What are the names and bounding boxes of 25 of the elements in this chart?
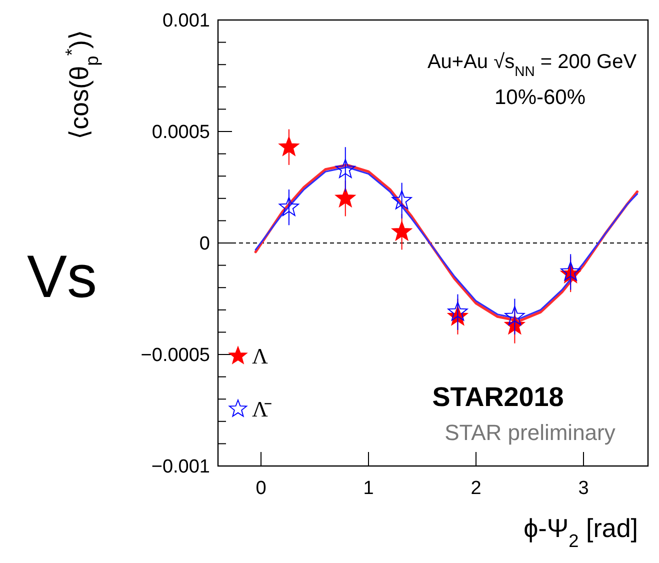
x-tick-label: 1 bbox=[363, 478, 374, 499]
y-tick-label: −0.001 bbox=[151, 456, 210, 478]
x-tick-label: 3 bbox=[578, 478, 589, 499]
point bbox=[278, 136, 299, 156]
point bbox=[392, 221, 412, 240]
annotation: STAR preliminary bbox=[444, 420, 616, 445]
text: Vs bbox=[26, 243, 98, 310]
point bbox=[448, 302, 468, 321]
annotation: Au+Au √s$_{NN}$ = 200 GeV bbox=[427, 51, 638, 79]
x-tick-label: 2 bbox=[470, 478, 482, 499]
y-tick-label: 0.0005 bbox=[152, 122, 210, 144]
point bbox=[335, 188, 356, 207]
annotation: STAR2018 bbox=[432, 382, 564, 412]
annotation: 10%-60% bbox=[494, 86, 586, 109]
point bbox=[392, 190, 412, 210]
legend-label: Λ bbox=[252, 344, 268, 369]
point bbox=[335, 158, 356, 178]
point bbox=[278, 196, 299, 216]
y-tick-label: −0.0005 bbox=[140, 345, 210, 366]
y-tick-label: 0 bbox=[199, 234, 210, 255]
legend-label: Λ̄ bbox=[252, 396, 272, 422]
point bbox=[504, 306, 525, 326]
y-tick-label: 0.001 bbox=[162, 10, 210, 32]
x-tick-label: 0 bbox=[256, 478, 266, 499]
x-axis-title: ϕ-Ψ$_{2}$ [rad] bbox=[524, 513, 638, 551]
